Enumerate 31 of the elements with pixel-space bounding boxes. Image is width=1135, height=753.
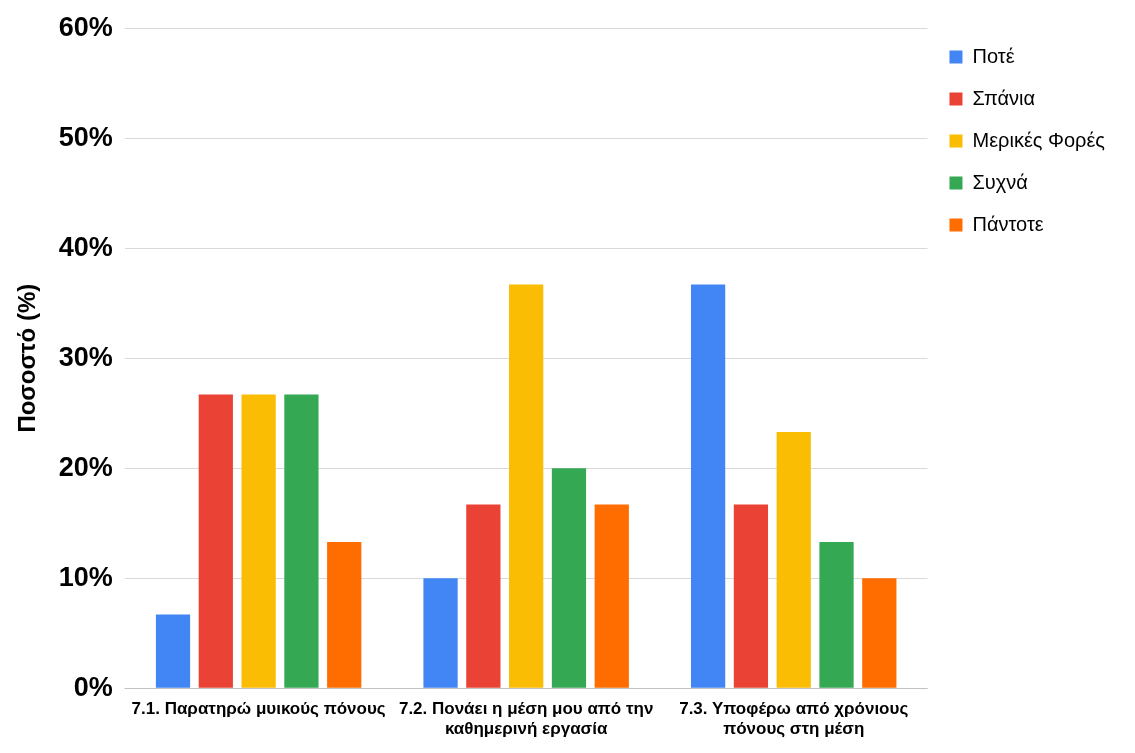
y-tick-label: 10%	[58, 561, 113, 592]
bar	[327, 541, 362, 688]
x-tick-label: 7.2. Πονάει η μέση μου από την καθημερινή εργασία	[398, 699, 654, 739]
y-axis-title: Ποσοστό (%)	[13, 283, 41, 433]
y-tick-label: 20%	[58, 451, 113, 482]
bar	[155, 614, 191, 688]
legend-label: Πάντοτε	[972, 212, 1044, 235]
legend-label: Συχνά	[972, 170, 1028, 193]
bar	[198, 394, 233, 688]
y-tick-label: 0%	[73, 671, 113, 702]
bar	[776, 431, 811, 688]
bar	[284, 394, 319, 688]
bar	[509, 284, 544, 688]
x-tick-label: 7.3. Υποφέρω από χρόνιους πόνους στη μέση	[679, 699, 909, 739]
y-tick-label: 30%	[58, 341, 113, 372]
legend-label: Σπάνια	[972, 86, 1035, 109]
bar	[423, 578, 458, 688]
y-tick-label: 40%	[58, 231, 113, 262]
bar	[241, 394, 276, 688]
y-tick-label: 60%	[58, 11, 113, 42]
legend-label: Μερικές Φορές	[972, 128, 1106, 151]
bar	[466, 504, 501, 688]
bar	[733, 504, 769, 688]
x-tick-label: 7.1. Παρατηρώ μυικούς πόνους	[131, 699, 386, 719]
bar	[594, 504, 629, 688]
y-tick-label: 50%	[58, 121, 113, 152]
legend-label: Ποτέ	[972, 44, 1015, 67]
bar	[551, 468, 587, 688]
bar	[690, 284, 726, 688]
bar	[819, 541, 854, 688]
bar	[862, 578, 897, 688]
